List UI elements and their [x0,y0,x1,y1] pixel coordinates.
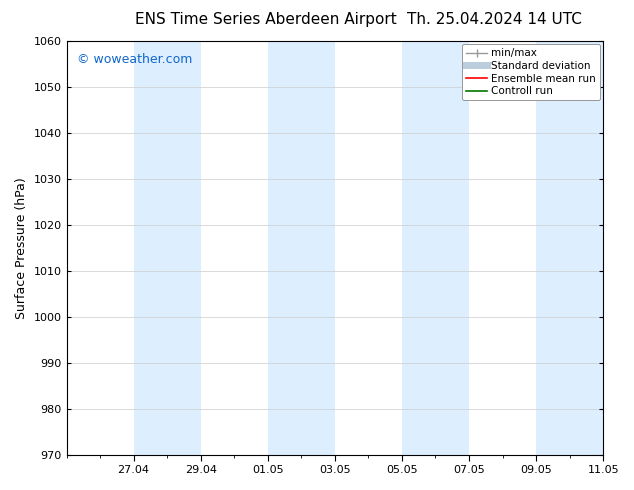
Bar [134,41,201,455]
Bar [402,41,469,455]
Text: © woweather.com: © woweather.com [77,53,193,67]
Bar [536,41,603,455]
Text: Th. 25.04.2024 14 UTC: Th. 25.04.2024 14 UTC [407,12,582,27]
Bar [268,41,335,455]
Text: ENS Time Series Aberdeen Airport: ENS Time Series Aberdeen Airport [136,12,397,27]
Legend: min/max, Standard deviation, Ensemble mean run, Controll run: min/max, Standard deviation, Ensemble me… [462,44,600,100]
Y-axis label: Surface Pressure (hPa): Surface Pressure (hPa) [15,177,28,318]
